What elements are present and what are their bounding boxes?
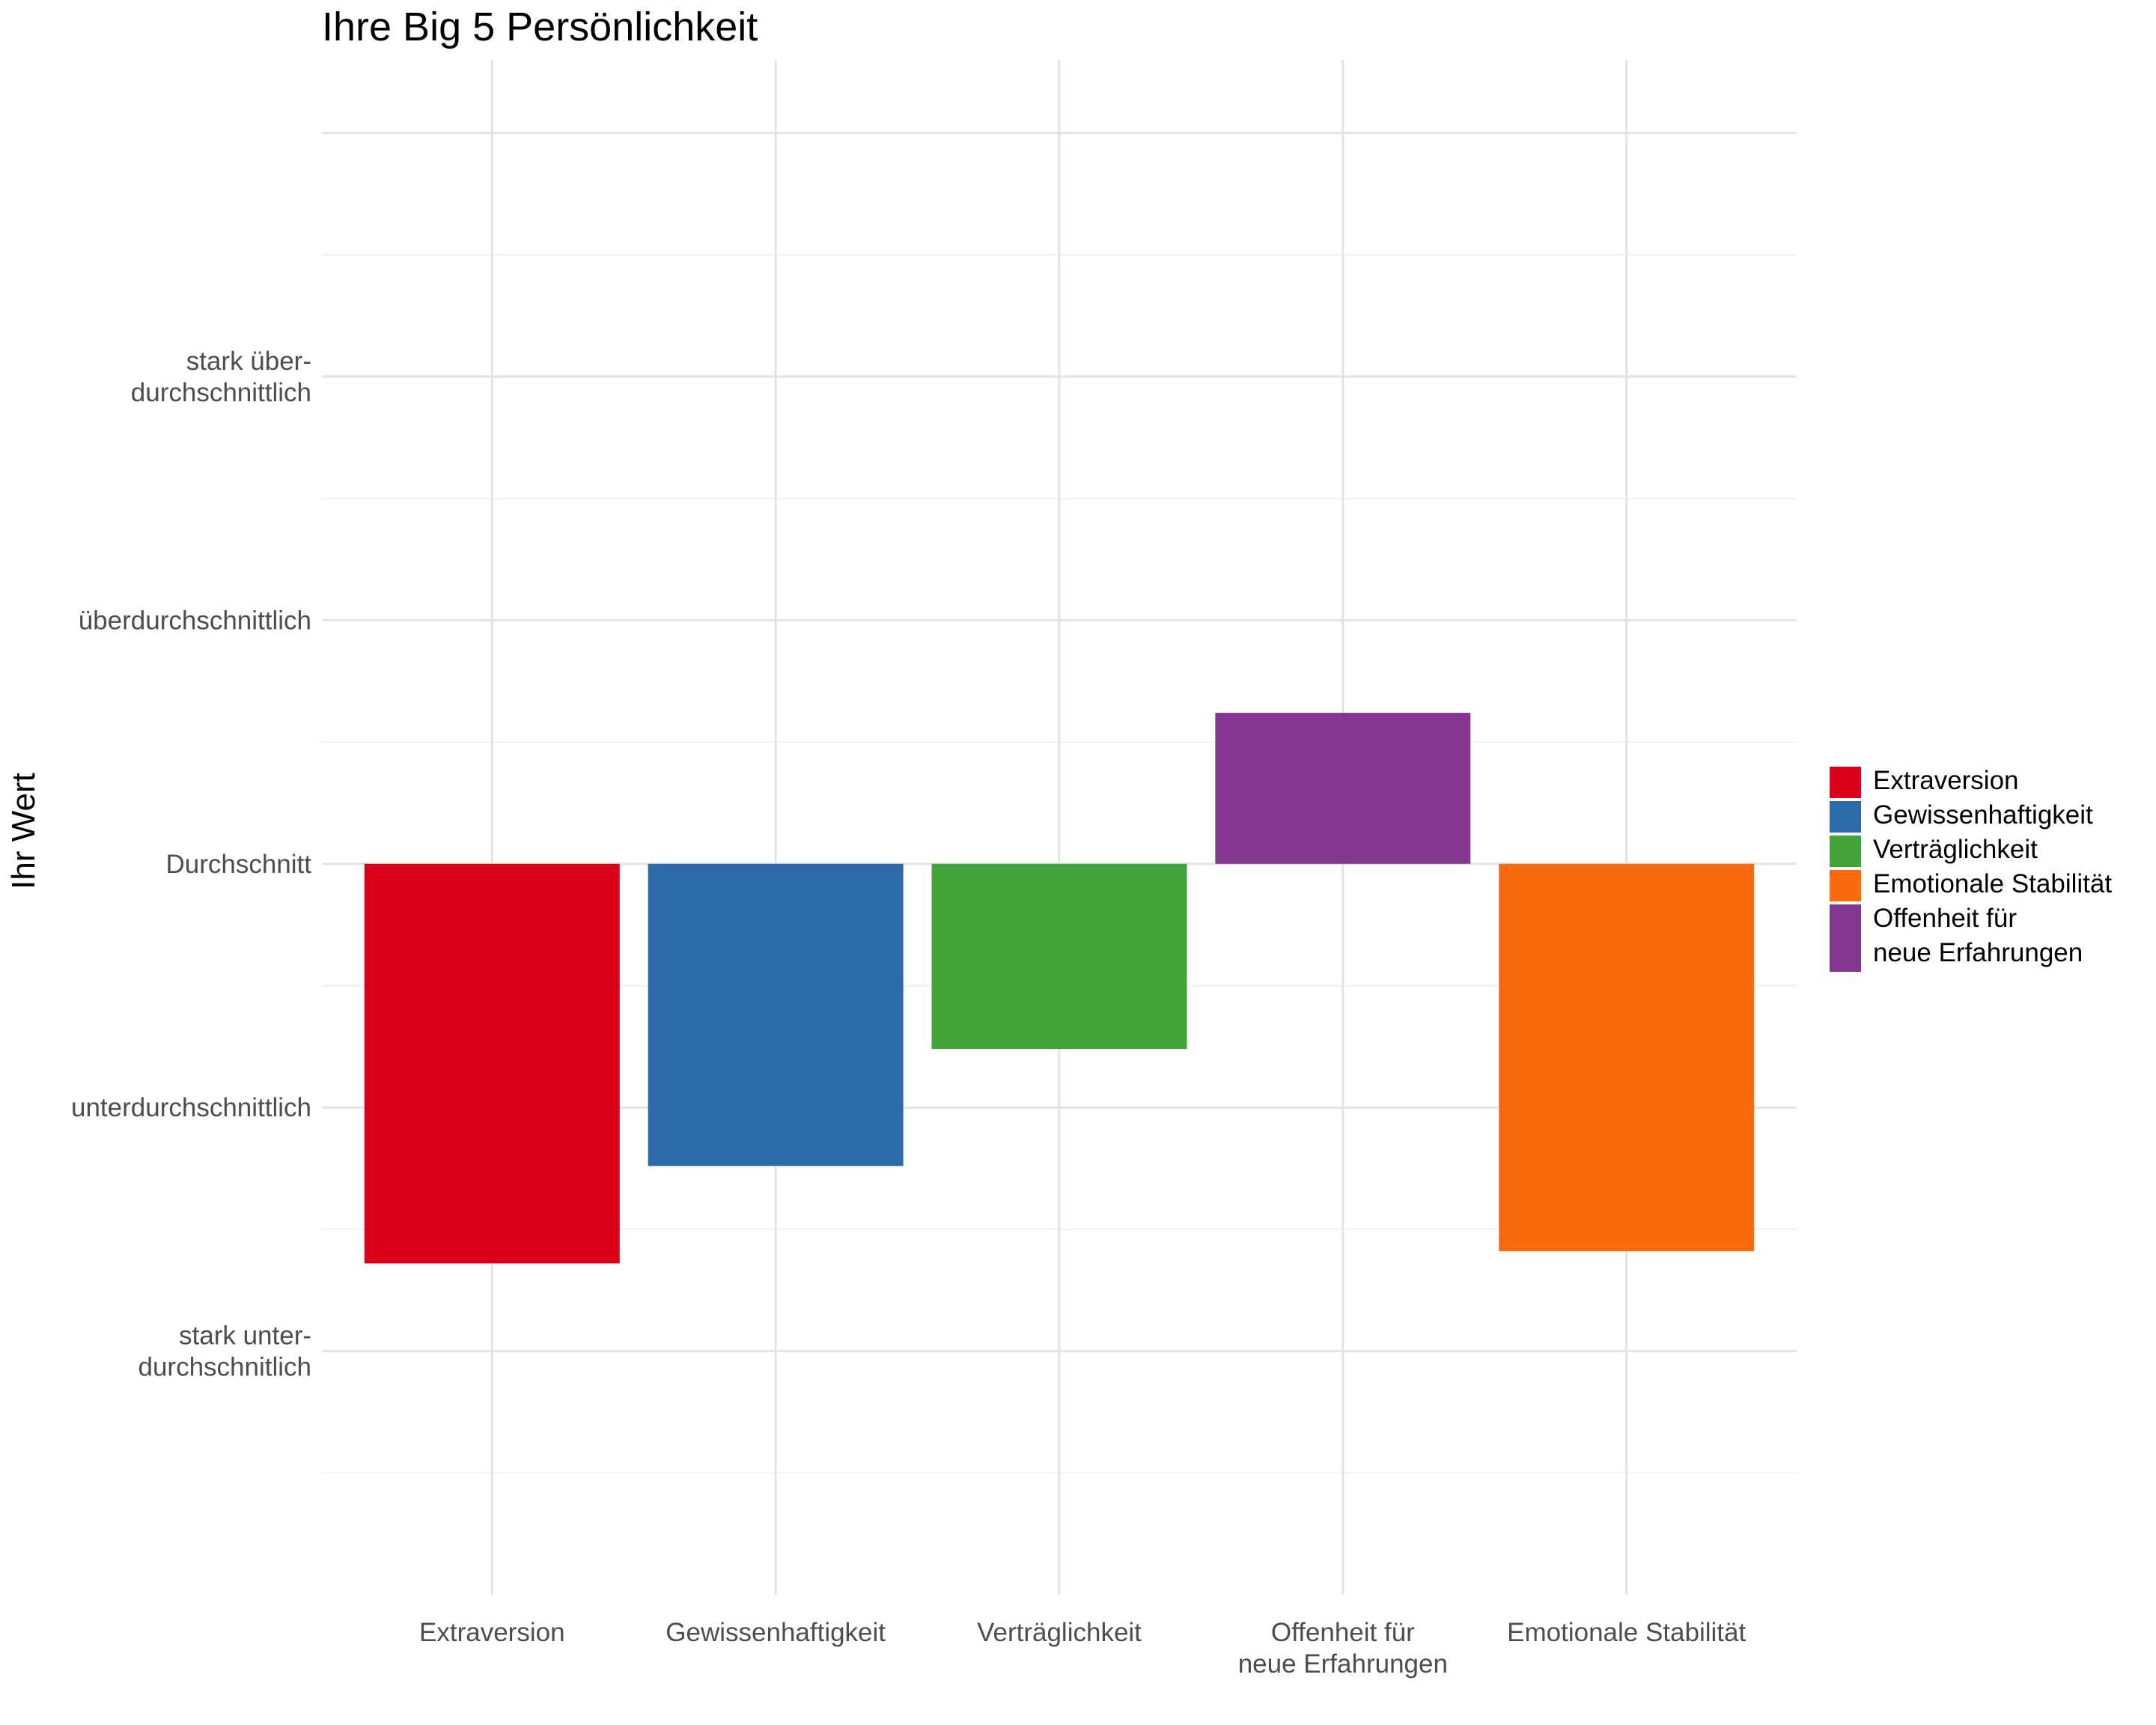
legend: Extraversion Gewissenhaftigkeit Verträglic…: [1830, 766, 2112, 972]
legend-label: Extraversion: [1873, 766, 2019, 795]
legend-key: [1830, 836, 1861, 867]
bars: [364, 713, 1755, 1264]
y-tick-label: unterdurchschnittlich: [71, 1093, 311, 1122]
chart-title: Ihre Big 5 Persönlichkeit: [322, 4, 758, 49]
x-tick-label: Offenheit für neue Erfahrungen: [1238, 1618, 1448, 1679]
legend-key: [1830, 767, 1861, 798]
bar: [1499, 863, 1755, 1252]
y-tick-label: überdurchschnittlich: [79, 606, 311, 635]
grid-lines: [322, 60, 1797, 1595]
bar: [931, 863, 1187, 1050]
x-tick-label: Extraversion: [419, 1618, 565, 1647]
bar: [648, 863, 904, 1166]
x-tick-label: Gewissenhaftigkeit: [666, 1618, 886, 1647]
legend-label: Gewissenhaftigkeit: [1873, 800, 2093, 830]
bar: [364, 863, 620, 1264]
legend-label: Emotionale Stabilität: [1873, 869, 2112, 898]
legend-key: [1830, 870, 1861, 901]
y-axis-title: Ihr Wert: [5, 773, 42, 889]
legend-key: [1830, 904, 1861, 972]
legend-label: Offenheit für neue Erfahrungen: [1873, 904, 2083, 967]
x-tick-label: Verträglichkeit: [977, 1618, 1142, 1647]
y-tick-label: stark unter-durchschnitlich: [138, 1321, 312, 1382]
legend-label: Verträglichkeit: [1873, 835, 2038, 864]
y-tick-label: stark über-durchschnittlich: [131, 347, 311, 407]
x-tick-label: Emotionale Stabilität: [1507, 1618, 1746, 1647]
y-tick-labels: stark über-durchschnittlich überdurchschn…: [71, 347, 311, 1382]
y-tick-label: Durchschnitt: [165, 850, 311, 879]
legend-key: [1830, 801, 1861, 833]
bar: [1215, 713, 1471, 864]
x-tick-labels: Extraversion Gewissenhaftigkeit Verträglic…: [419, 1618, 1746, 1679]
